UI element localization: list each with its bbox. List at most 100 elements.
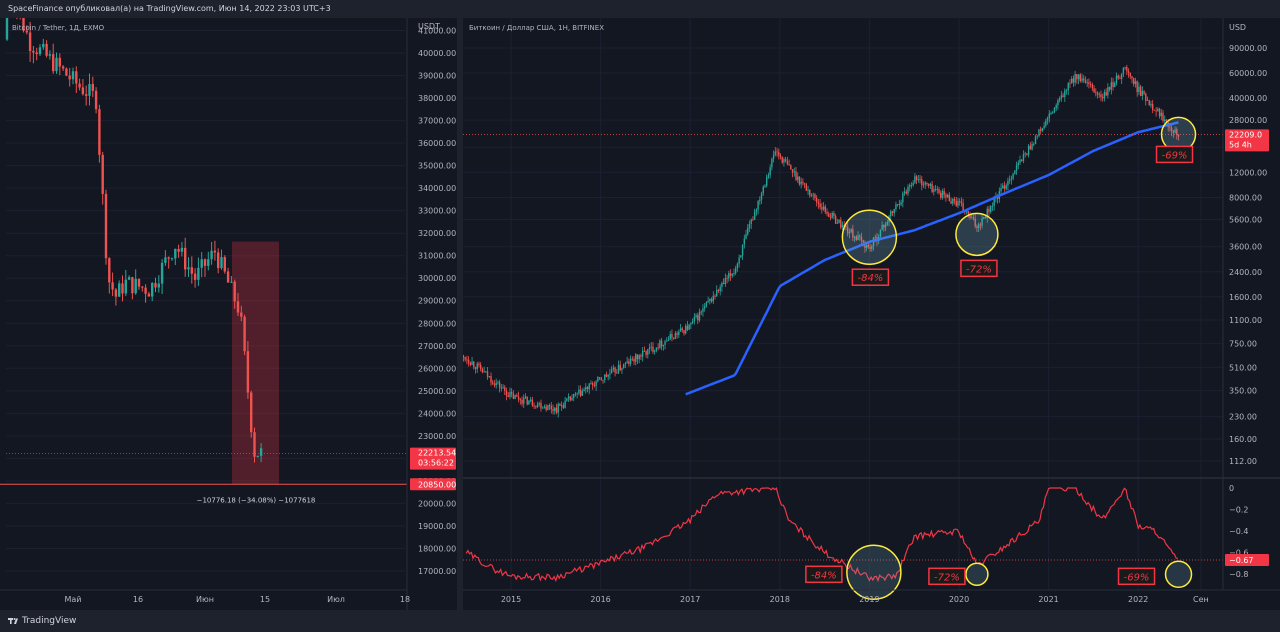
right-candle-body xyxy=(846,227,849,234)
osc-drawdown-circle xyxy=(1164,560,1193,589)
right-candle-body xyxy=(485,371,487,373)
right-candle-body xyxy=(991,205,994,207)
right-candle-body xyxy=(741,244,744,256)
left-unit-label: USDT xyxy=(418,22,440,31)
right-candle-body xyxy=(1145,93,1147,101)
right-candle-body xyxy=(838,219,840,224)
right-candle-body xyxy=(609,373,611,375)
right-candle-body xyxy=(473,361,475,368)
right-candle-body xyxy=(828,213,830,217)
left-candle-body xyxy=(61,66,65,69)
right-candle-body xyxy=(731,274,733,276)
right-candle-body xyxy=(586,387,589,390)
left-candle-body xyxy=(233,281,236,302)
right-candle-body xyxy=(638,355,640,360)
right-candle-body xyxy=(862,240,864,243)
right-candle-body xyxy=(1139,86,1142,96)
right-candle-body xyxy=(1119,78,1121,80)
right-candle-body xyxy=(542,407,544,409)
right-candle-body xyxy=(624,363,627,365)
left-candle-body xyxy=(157,283,160,288)
left-price-tick: 34000.00 xyxy=(418,184,456,193)
right-candle-body xyxy=(650,346,652,348)
left-candle-body xyxy=(108,258,111,283)
right-candle-body xyxy=(669,334,671,340)
right-candle-body xyxy=(1141,90,1144,96)
right-candle-body xyxy=(1172,130,1175,133)
osc-drawdown-label: -72% xyxy=(934,572,960,583)
right-candle-body xyxy=(855,236,858,241)
left-candle-body xyxy=(197,267,200,280)
right-candle-body xyxy=(695,315,697,318)
left-price-tick: 39000.00 xyxy=(418,72,456,81)
right-chart-svg[interactable]: -84% -72% -69% -84% -72% -69% USD 90000.00 6000… xyxy=(461,18,1280,610)
right-candle-body xyxy=(1114,83,1116,87)
right-candle-body xyxy=(545,406,547,410)
left-chart-panel[interactable]: −10776.18 (−34.08%) −1077618 41000.00 400… xyxy=(0,0,457,610)
right-chart-panel[interactable]: -84% -72% -69% -84% -72% -69% USD 90000.00 6000… xyxy=(461,18,1280,610)
left-candle-body xyxy=(104,193,108,259)
right-candle-body xyxy=(621,368,623,371)
left-price-tick: 28000.00 xyxy=(418,319,456,328)
right-candle-body xyxy=(1107,87,1109,96)
left-price-tick: 41000.00 xyxy=(418,27,456,36)
right-candle-body xyxy=(867,244,870,248)
left-candle-body xyxy=(144,287,147,294)
right-candle-body xyxy=(466,359,468,361)
right-candle-body xyxy=(1041,127,1044,131)
osc-tick: −0.4 xyxy=(1229,527,1248,536)
right-candle-body xyxy=(1053,107,1056,113)
left-candle-body xyxy=(167,257,170,259)
left-price-tick: 27000.00 xyxy=(418,342,456,351)
right-candle-body xyxy=(733,273,735,275)
right-price-tick: 28000.00 xyxy=(1229,116,1267,125)
right-candle-body xyxy=(717,289,720,291)
right-candle-body xyxy=(538,403,540,405)
right-candle-body xyxy=(874,237,876,238)
right-candle-body xyxy=(493,383,496,386)
right-candle-body xyxy=(1174,129,1176,133)
right-candle-body xyxy=(1136,81,1138,93)
right-candle-body xyxy=(826,212,828,214)
osc-last-value-text: −0.67 xyxy=(1229,556,1254,565)
right-candle-body xyxy=(1153,109,1156,111)
right-candle-body xyxy=(1027,145,1030,155)
right-candle-body xyxy=(697,315,699,321)
right-candle-body xyxy=(857,235,859,241)
right-price-tick: 112.00 xyxy=(1229,457,1257,466)
right-candle-body xyxy=(764,185,766,187)
left-price-tick: 18000.00 xyxy=(418,544,456,553)
right-candle-body xyxy=(1148,100,1150,106)
right-candle-body xyxy=(1103,92,1106,99)
right-candle-body xyxy=(1007,180,1009,186)
right-candle-body xyxy=(629,358,632,364)
left-last-price-badge xyxy=(410,447,456,470)
right-candle-body xyxy=(666,340,668,342)
right-candle-body xyxy=(793,171,795,173)
left-candle-body xyxy=(35,52,38,55)
left-candle-body xyxy=(134,278,137,294)
right-candle-body xyxy=(500,387,503,389)
right-candle-body xyxy=(902,193,904,203)
right-candle-body xyxy=(969,214,971,218)
right-candle-body xyxy=(819,203,821,208)
right-candle-body xyxy=(612,367,615,370)
right-candle-body xyxy=(492,382,494,384)
right-last-price-badge xyxy=(1225,129,1269,152)
right-candle-body xyxy=(962,203,964,211)
right-candle-body xyxy=(1017,162,1019,166)
right-candle-body xyxy=(772,154,775,159)
right-candle-body xyxy=(747,227,749,235)
right-candle-body xyxy=(1143,90,1145,94)
right-candle-body xyxy=(895,204,897,210)
right-candle-body xyxy=(552,409,554,412)
right-candle-body xyxy=(659,340,661,349)
right-candle-body xyxy=(1157,108,1159,112)
left-chart-svg[interactable]: −10776.18 (−34.08%) −1077618 41000.00 400… xyxy=(0,0,457,610)
right-candle-body xyxy=(498,382,501,388)
osc-drawdown-label-box xyxy=(1117,567,1156,586)
right-candle-body xyxy=(1024,153,1026,155)
right-candle-body xyxy=(784,159,787,161)
right-candle-body xyxy=(817,202,820,204)
right-candle-body xyxy=(941,190,944,198)
